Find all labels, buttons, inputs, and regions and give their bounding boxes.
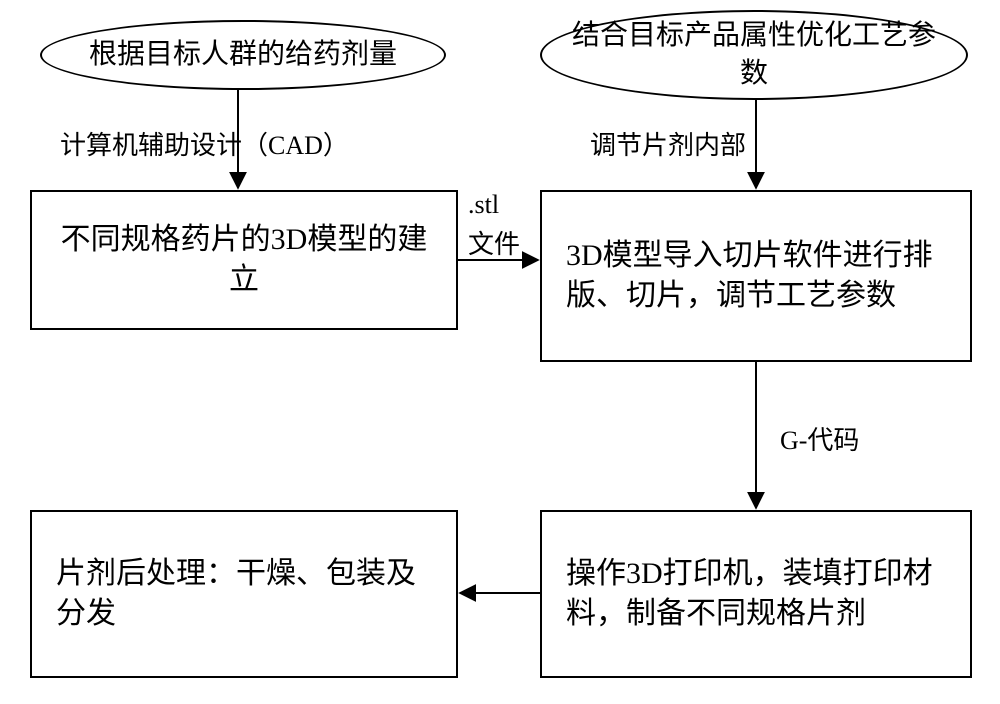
edge-label-cad: 计算机辅助设计（CAD）: [60, 125, 349, 162]
edge-label-adjust: 调节片剂内部: [590, 125, 746, 162]
edge-label-stl-ext: .stl: [468, 190, 499, 220]
edge-label-stl-file: 文件: [468, 224, 520, 261]
edge-label-gcode: G-代码: [780, 420, 859, 457]
node-dose-ellipse: 根据目标人群的给药剂量: [40, 20, 446, 90]
node-postprocess-rect: 片剂后处理：干燥、包装及分发: [30, 510, 458, 678]
node-text: 根据目标人群的给药剂量: [89, 36, 397, 74]
node-text: 片剂后处理：干燥、包装及分发: [56, 554, 432, 635]
diagram-canvas: 根据目标人群的给药剂量 结合目标产品属性优化工艺参数 不同规格药片的3D模型的建…: [0, 0, 1000, 704]
node-text: 操作3D打印机，装填打印材料，制备不同规格片剂: [566, 554, 946, 635]
node-text: 3D模型导入切片软件进行排版、切片，调节工艺参数: [566, 236, 946, 317]
node-3d-model-rect: 不同规格药片的3D模型的建立: [30, 190, 458, 330]
node-text: 不同规格药片的3D模型的建立: [60, 220, 428, 301]
node-text: 结合目标产品属性优化工艺参数: [572, 17, 936, 93]
node-slicer-rect: 3D模型导入切片软件进行排版、切片，调节工艺参数: [540, 190, 972, 362]
node-printer-rect: 操作3D打印机，装填打印材料，制备不同规格片剂: [540, 510, 972, 678]
node-optimize-ellipse: 结合目标产品属性优化工艺参数: [540, 10, 968, 100]
